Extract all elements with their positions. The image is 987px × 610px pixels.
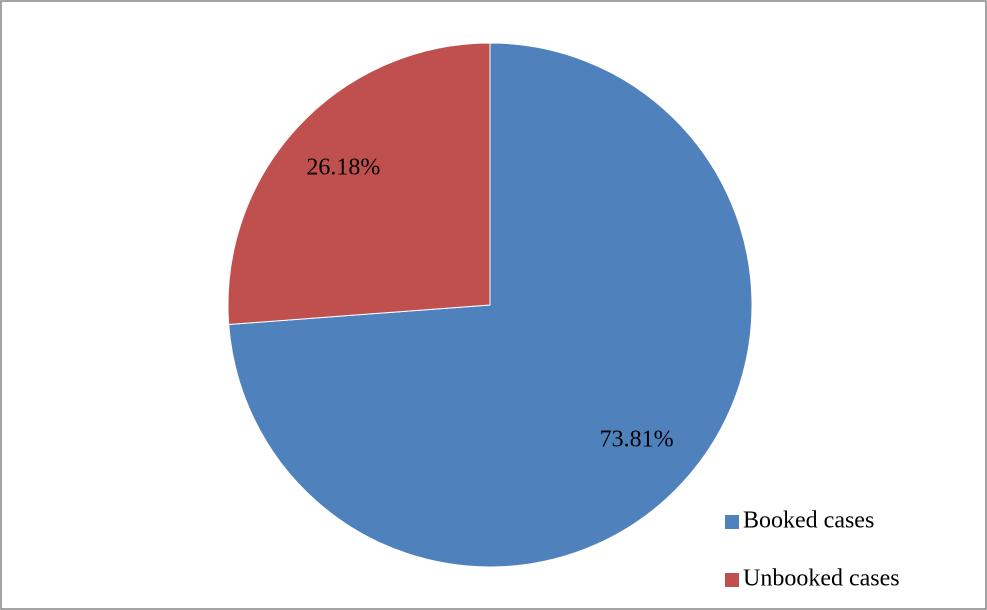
data-label: 26.18% [306, 154, 380, 180]
pie-slice [227, 42, 491, 325]
legend-label: Booked cases [743, 508, 874, 534]
data-label: 73.81% [600, 427, 674, 453]
legend-swatch [725, 573, 739, 587]
legend-swatch [725, 515, 739, 529]
legend-label: Unbooked cases [743, 566, 900, 592]
